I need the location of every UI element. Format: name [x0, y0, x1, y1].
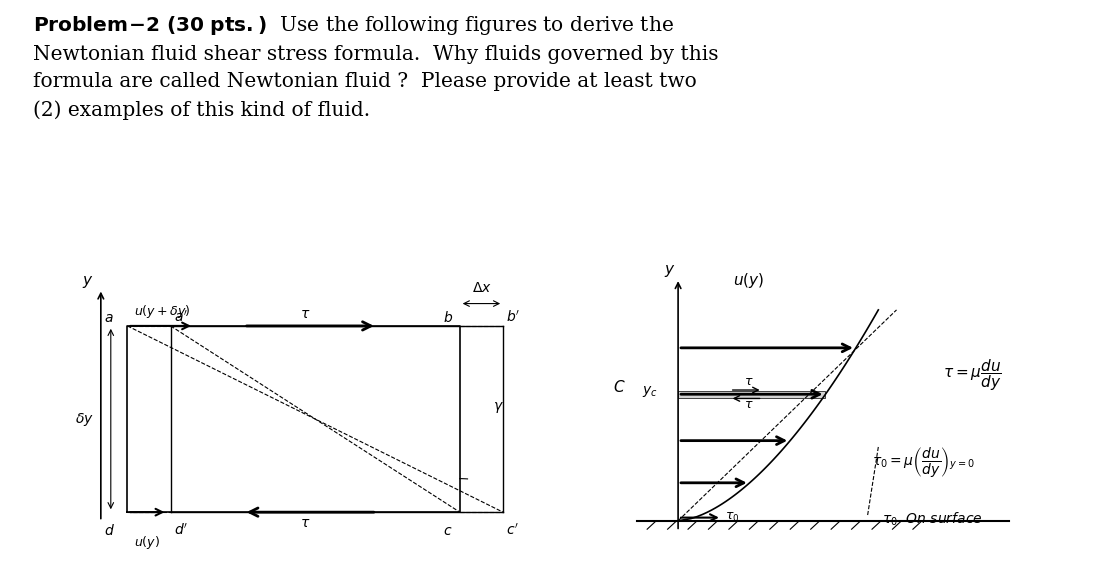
Text: $\tau_0$: $\tau_0$: [726, 511, 740, 524]
Text: $b'$: $b'$: [506, 310, 521, 325]
Text: $y$: $y$: [82, 274, 93, 290]
Text: $a'$: $a'$: [174, 310, 187, 325]
Text: $y$: $y$: [664, 263, 675, 279]
Text: $b$: $b$: [443, 310, 453, 325]
Text: $d'$: $d'$: [174, 522, 188, 538]
Text: $\tau$: $\tau$: [300, 307, 310, 321]
Text: $\mathbf{Problem\!-\!2\ (30\ pts.)}$  Use the following figures to derive the
Ne: $\mathbf{Problem\!-\!2\ (30\ pts.)}$ Use…: [33, 14, 719, 120]
Text: $c'$: $c'$: [506, 522, 520, 538]
Text: $\tau$: $\tau$: [745, 398, 753, 411]
Text: $u(y)$: $u(y)$: [732, 271, 763, 290]
Text: $\gamma$: $\gamma$: [493, 400, 504, 415]
Bar: [678, 391, 825, 398]
Text: $\Delta x$: $\Delta x$: [472, 281, 491, 296]
Text: $y_c$: $y_c$: [642, 384, 657, 399]
Text: $\delta y$: $\delta y$: [74, 410, 94, 428]
Text: $a$: $a$: [104, 311, 114, 325]
Text: $\tau$: $\tau$: [745, 375, 753, 388]
Text: $d$: $d$: [104, 523, 115, 538]
Text: $C$: $C$: [613, 379, 625, 395]
Text: $\tau = \mu\dfrac{du}{dy}$: $\tau = \mu\dfrac{du}{dy}$: [943, 357, 1002, 393]
Text: $u(y)$: $u(y)$: [134, 534, 160, 551]
Text: $\tau_0$  $\mathit{On\ surface}$: $\tau_0$ $\mathit{On\ surface}$: [882, 511, 983, 528]
Text: $c$: $c$: [443, 523, 453, 538]
Text: $\tau$: $\tau$: [300, 516, 310, 530]
Text: $u(y+\delta y)$: $u(y+\delta y)$: [134, 303, 191, 320]
Text: $\tau_0 = \mu\left(\dfrac{du}{dy}\right)_{y=0}$: $\tau_0 = \mu\left(\dfrac{du}{dy}\right)…: [872, 445, 975, 480]
